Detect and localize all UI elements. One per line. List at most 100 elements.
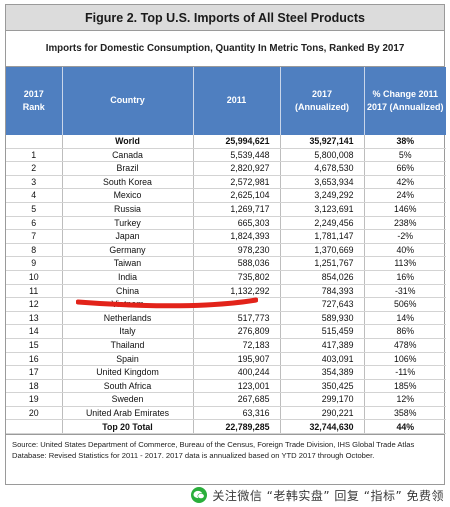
- header-rank-line2: Rank: [22, 102, 45, 112]
- row-rank: 6: [6, 216, 63, 231]
- row-rank: 5: [6, 202, 63, 217]
- row-2011: 665,303: [193, 216, 281, 231]
- row-2017: 5,800,008: [280, 148, 365, 163]
- row-rank: 15: [6, 338, 63, 353]
- row-rank: 3: [6, 175, 63, 190]
- table-row: 3 South Korea 2,572,981 3,653,934 42%: [6, 175, 446, 190]
- row-pct: 16%: [364, 270, 446, 285]
- world-2011: 25,994,621: [193, 135, 281, 149]
- row-country: Mexico: [62, 188, 194, 203]
- row-rank: 13: [6, 311, 63, 326]
- row-2017: 589,930: [280, 311, 365, 326]
- row-2011: 267,685: [193, 392, 281, 407]
- table-row: 15 Thailand 72,183 417,389 478%: [6, 338, 446, 353]
- row-2011: 2,572,981: [193, 175, 281, 190]
- table-row: 12 Vietnam 727,643 506%: [6, 297, 446, 312]
- row-rank: 4: [6, 188, 63, 203]
- row-pct: 106%: [364, 352, 446, 367]
- row-rank: 11: [6, 284, 63, 299]
- row-2011: 2,820,927: [193, 161, 281, 176]
- header-pct-change: % Change 2011 2017 (Annualized): [364, 67, 446, 135]
- row-2011: [193, 297, 281, 312]
- table-row: 8 Germany 978,230 1,370,669 40%: [6, 243, 446, 258]
- row-pct: 113%: [364, 256, 446, 271]
- row-rank: 10: [6, 270, 63, 285]
- steel-imports-figure: Figure 2. Top U.S. Imports of All Steel …: [5, 4, 446, 485]
- row-2017: 350,425: [280, 379, 365, 394]
- row-pct: 86%: [364, 324, 446, 339]
- row-pct: 42%: [364, 175, 446, 190]
- source-note: Source: United States Department of Comm…: [6, 434, 444, 465]
- row-country: Vietnam: [62, 297, 194, 312]
- row-rank: 2: [6, 161, 63, 176]
- table-row: 14 Italy 276,809 515,459 86%: [6, 324, 446, 339]
- watermark-banner: 关注微信 “老韩实盘” 回复 “指标” 免费领: [108, 484, 450, 506]
- row-rank: 18: [6, 379, 63, 394]
- total-2017: 32,744,630: [280, 419, 365, 435]
- row-rank: 17: [6, 365, 63, 380]
- row-pct: 12%: [364, 392, 446, 407]
- table-row: 13 Netherlands 517,773 589,930 14%: [6, 311, 446, 326]
- row-country: Germany: [62, 243, 194, 258]
- header-pct-line1: % Change 2011: [372, 88, 439, 99]
- table-row: 1 Canada 5,539,448 5,800,008 5%: [6, 148, 446, 163]
- row-2011: 735,802: [193, 270, 281, 285]
- figure-title: Figure 2. Top U.S. Imports of All Steel …: [6, 5, 444, 31]
- table-row: 17 United Kingdom 400,244 354,389 -11%: [6, 365, 446, 380]
- total-rank: [6, 419, 63, 435]
- row-country: Netherlands: [62, 311, 194, 326]
- row-2011: 1,269,717: [193, 202, 281, 217]
- row-pct: -31%: [364, 284, 446, 299]
- row-2017: 854,026: [280, 270, 365, 285]
- row-2017: 354,389: [280, 365, 365, 380]
- row-2011: 63,316: [193, 406, 281, 421]
- row-2017: 290,221: [280, 406, 365, 421]
- total-pct: 44%: [364, 419, 446, 435]
- row-2017: 3,653,934: [280, 175, 365, 190]
- row-country: Canada: [62, 148, 194, 163]
- row-rank: 16: [6, 352, 63, 367]
- row-rank: 14: [6, 324, 63, 339]
- world-row: World 25,994,621 35,927,141 38%: [6, 135, 446, 149]
- table-header-row: 2017 Rank Country 2011 2017 (Annualized)…: [6, 67, 446, 135]
- row-rank: 1: [6, 148, 63, 163]
- table-row: 9 Taiwan 588,036 1,251,767 113%: [6, 256, 446, 271]
- row-country: Italy: [62, 324, 194, 339]
- row-country: United Kingdom: [62, 365, 194, 380]
- imports-table: 2017 Rank Country 2011 2017 (Annualized)…: [6, 67, 446, 435]
- wechat-icon: [191, 487, 208, 503]
- row-2011: 1,132,292: [193, 284, 281, 299]
- header-2011: 2011: [193, 67, 281, 135]
- row-2011: 517,773: [193, 311, 281, 326]
- table-row: 16 Spain 195,907 403,091 106%: [6, 352, 446, 367]
- row-country: Russia: [62, 202, 194, 217]
- row-country: South Africa: [62, 379, 194, 394]
- row-2011: 123,001: [193, 379, 281, 394]
- row-country: United Arab Emirates: [62, 406, 194, 421]
- row-country: India: [62, 270, 194, 285]
- row-pct: 14%: [364, 311, 446, 326]
- row-2017: 1,781,147: [280, 229, 365, 244]
- row-2017: 1,370,669: [280, 243, 365, 258]
- row-pct: 66%: [364, 161, 446, 176]
- row-country: Sweden: [62, 392, 194, 407]
- row-2017: 3,249,292: [280, 188, 365, 203]
- row-2017: 417,389: [280, 338, 365, 353]
- row-2017: 515,459: [280, 324, 365, 339]
- total-2011: 22,789,285: [193, 419, 281, 435]
- row-2017: 299,170: [280, 392, 365, 407]
- header-2017-line1: 2017: [311, 88, 333, 99]
- row-rank: 12: [6, 297, 63, 312]
- header-rank: 2017 Rank: [6, 67, 63, 135]
- figure-subtitle: Imports for Domestic Consumption, Quanti…: [6, 31, 444, 67]
- row-2011: 2,625,104: [193, 188, 281, 203]
- row-rank: 7: [6, 229, 63, 244]
- row-pct: -11%: [364, 365, 446, 380]
- row-country: Thailand: [62, 338, 194, 353]
- row-rank: 20: [6, 406, 63, 421]
- row-pct: 506%: [364, 297, 446, 312]
- table-row: 5 Russia 1,269,717 3,123,691 146%: [6, 202, 446, 217]
- row-2017: 727,643: [280, 297, 365, 312]
- header-2017: 2017 (Annualized): [280, 67, 365, 135]
- header-country: Country: [62, 67, 194, 135]
